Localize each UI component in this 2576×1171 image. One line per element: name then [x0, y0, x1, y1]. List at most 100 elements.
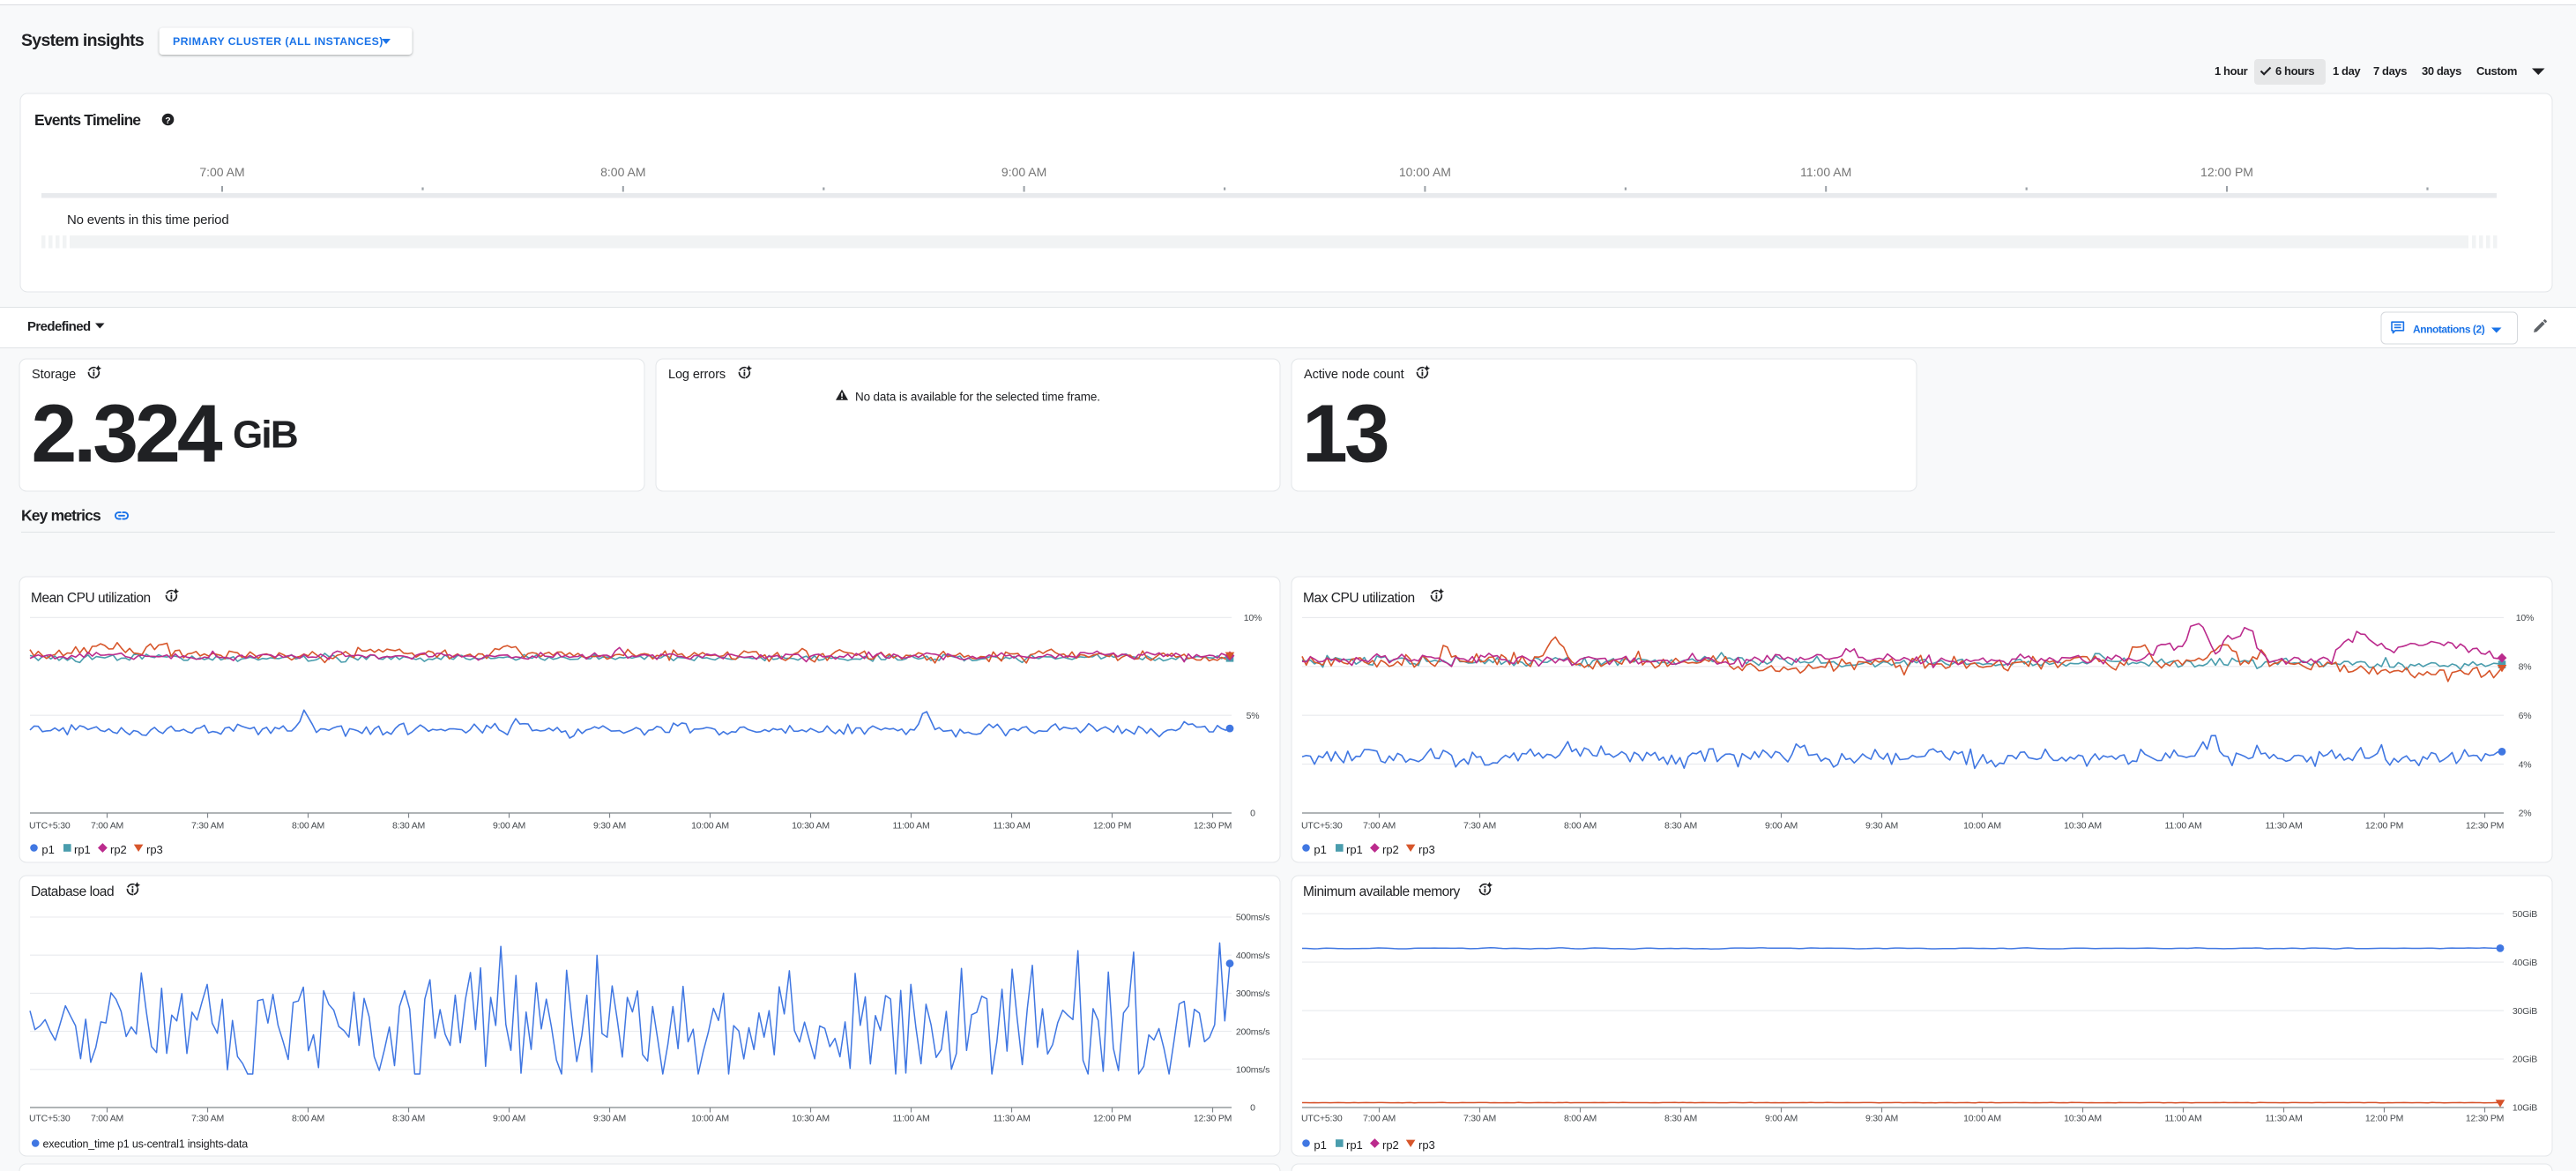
svg-text:9:30 AM: 9:30 AM [1865, 1114, 1898, 1124]
svg-text:9:00 AM: 9:00 AM [1765, 1114, 1798, 1124]
svg-text:rp1: rp1 [74, 843, 91, 856]
svg-text:p1: p1 [1314, 1138, 1326, 1152]
svg-text:12:00 PM: 12:00 PM [2200, 165, 2253, 179]
svg-text:40GiB: 40GiB [2513, 958, 2537, 968]
svg-text:12:00 PM: 12:00 PM [2365, 1114, 2403, 1124]
svg-text:?: ? [165, 116, 170, 126]
svg-text:12:30 PM: 12:30 PM [2466, 821, 2504, 832]
svg-text:rp1: rp1 [1346, 843, 1363, 856]
svg-text:Predefined: Predefined [27, 319, 91, 334]
svg-text:10:30 AM: 10:30 AM [2064, 1114, 2102, 1124]
svg-text:8%: 8% [2519, 662, 2532, 673]
svg-text:7:00 AM: 7:00 AM [91, 1114, 123, 1124]
svg-text:10:00 AM: 10:00 AM [691, 1114, 729, 1124]
svg-text:2.324: 2.324 [32, 388, 223, 480]
svg-text:Custom: Custom [2476, 64, 2517, 78]
svg-text:9:30 AM: 9:30 AM [593, 821, 626, 832]
svg-text:GiB: GiB [233, 414, 297, 457]
svg-text:Events Timeline: Events Timeline [34, 111, 141, 129]
svg-text:11:00 AM: 11:00 AM [893, 821, 930, 832]
svg-text:11:30 AM: 11:30 AM [994, 1114, 1031, 1124]
svg-text:10%: 10% [1244, 613, 1262, 623]
svg-text:7:00 AM: 7:00 AM [91, 821, 123, 832]
svg-text:10:00 AM: 10:00 AM [1399, 165, 1451, 179]
svg-text:10:30 AM: 10:30 AM [792, 821, 830, 832]
svg-text:12:30 PM: 12:30 PM [1194, 821, 1232, 832]
svg-text:10:00 AM: 10:00 AM [1963, 1114, 2001, 1124]
svg-text:0: 0 [1250, 1103, 1255, 1114]
svg-text:7 days: 7 days [2373, 64, 2407, 78]
svg-text:7:30 AM: 7:30 AM [191, 1114, 224, 1124]
svg-text:execution_time p1 us-central1: execution_time p1 us-central1 insights-d… [43, 1138, 249, 1151]
svg-text:11:00 AM: 11:00 AM [893, 1114, 930, 1124]
svg-text:Key metrics: Key metrics [21, 507, 101, 525]
svg-text:7:00 AM: 7:00 AM [1363, 821, 1396, 832]
svg-text:8:30 AM: 8:30 AM [392, 821, 425, 832]
svg-text:7:00 AM: 7:00 AM [199, 165, 244, 179]
svg-text:10GiB: 10GiB [2513, 1103, 2537, 1114]
svg-text:20GiB: 20GiB [2513, 1055, 2537, 1065]
svg-text:1 hour: 1 hour [2215, 64, 2248, 78]
svg-text:7:30 AM: 7:30 AM [1463, 821, 1496, 832]
svg-text:5%: 5% [1247, 711, 1260, 721]
svg-text:4%: 4% [2519, 759, 2532, 770]
svg-text:Minimum available memory: Minimum available memory [1303, 884, 1461, 899]
svg-text:11:30 AM: 11:30 AM [2266, 821, 2303, 832]
svg-text:12:00 PM: 12:00 PM [2365, 821, 2403, 832]
svg-text:8:00 AM: 8:00 AM [1564, 821, 1597, 832]
svg-text:10:30 AM: 10:30 AM [792, 1114, 830, 1124]
svg-text:300ms/s: 300ms/s [1236, 988, 1269, 999]
svg-text:PRIMARY CLUSTER (ALL INSTANCES: PRIMARY CLUSTER (ALL INSTANCES) [173, 35, 383, 48]
svg-text:Annotations (2): Annotations (2) [2413, 324, 2485, 336]
svg-text:7:00 AM: 7:00 AM [1363, 1114, 1396, 1124]
svg-text:10%: 10% [2516, 613, 2534, 623]
svg-text:UTC+5:30: UTC+5:30 [1301, 1114, 1343, 1124]
svg-text:Storage: Storage [32, 368, 76, 382]
svg-text:50GiB: 50GiB [2513, 909, 2537, 920]
svg-text:rp2: rp2 [1382, 1138, 1399, 1152]
svg-text:11:00 AM: 11:00 AM [1800, 165, 1851, 179]
svg-text:rp3: rp3 [1418, 843, 1435, 856]
svg-text:1 day: 1 day [2333, 64, 2361, 78]
svg-text:Log errors: Log errors [668, 368, 726, 382]
svg-text:6 hours: 6 hours [2275, 64, 2314, 78]
svg-text:10:30 AM: 10:30 AM [2064, 821, 2102, 832]
svg-text:6%: 6% [2519, 711, 2532, 721]
svg-text:30 days: 30 days [2422, 64, 2461, 78]
svg-text:rp3: rp3 [146, 843, 163, 856]
svg-text:500ms/s: 500ms/s [1236, 913, 1269, 923]
svg-text:Active node count: Active node count [1304, 368, 1404, 382]
svg-text:9:30 AM: 9:30 AM [593, 1114, 626, 1124]
svg-text:Max CPU utilization: Max CPU utilization [1303, 591, 1415, 606]
svg-text:UTC+5:30: UTC+5:30 [29, 1114, 71, 1124]
svg-text:9:00 AM: 9:00 AM [1001, 165, 1046, 179]
svg-text:UTC+5:30: UTC+5:30 [29, 821, 71, 832]
svg-text:8:30 AM: 8:30 AM [1664, 1114, 1697, 1124]
svg-text:7:30 AM: 7:30 AM [191, 821, 224, 832]
svg-text:rp1: rp1 [1346, 1138, 1363, 1152]
svg-text:9:30 AM: 9:30 AM [1865, 821, 1898, 832]
svg-text:8:30 AM: 8:30 AM [392, 1114, 425, 1124]
svg-text:rp2: rp2 [1382, 843, 1399, 856]
svg-text:10:00 AM: 10:00 AM [1963, 821, 2001, 832]
svg-text:0: 0 [1250, 809, 1255, 819]
svg-text:12:30 PM: 12:30 PM [2466, 1114, 2504, 1124]
svg-text:9:00 AM: 9:00 AM [493, 821, 525, 832]
svg-text:11:30 AM: 11:30 AM [994, 821, 1031, 832]
svg-text:11:00 AM: 11:00 AM [2165, 821, 2202, 832]
svg-text:100ms/s: 100ms/s [1236, 1065, 1269, 1076]
svg-text:200ms/s: 200ms/s [1236, 1026, 1269, 1037]
svg-text:8:00 AM: 8:00 AM [292, 1114, 324, 1124]
svg-text:7:30 AM: 7:30 AM [1463, 1114, 1496, 1124]
svg-text:11:30 AM: 11:30 AM [2266, 1114, 2303, 1124]
svg-text:rp3: rp3 [1418, 1138, 1435, 1152]
svg-text:p1: p1 [1314, 843, 1326, 856]
svg-text:p1: p1 [41, 843, 54, 856]
svg-text:2%: 2% [2519, 809, 2532, 819]
svg-text:13: 13 [1302, 388, 1388, 480]
svg-text:8:00 AM: 8:00 AM [600, 165, 645, 179]
svg-text:9:00 AM: 9:00 AM [1765, 821, 1798, 832]
svg-text:12:30 PM: 12:30 PM [1194, 1114, 1232, 1124]
svg-text:rp2: rp2 [110, 843, 127, 856]
svg-text:11:00 AM: 11:00 AM [2165, 1114, 2202, 1124]
